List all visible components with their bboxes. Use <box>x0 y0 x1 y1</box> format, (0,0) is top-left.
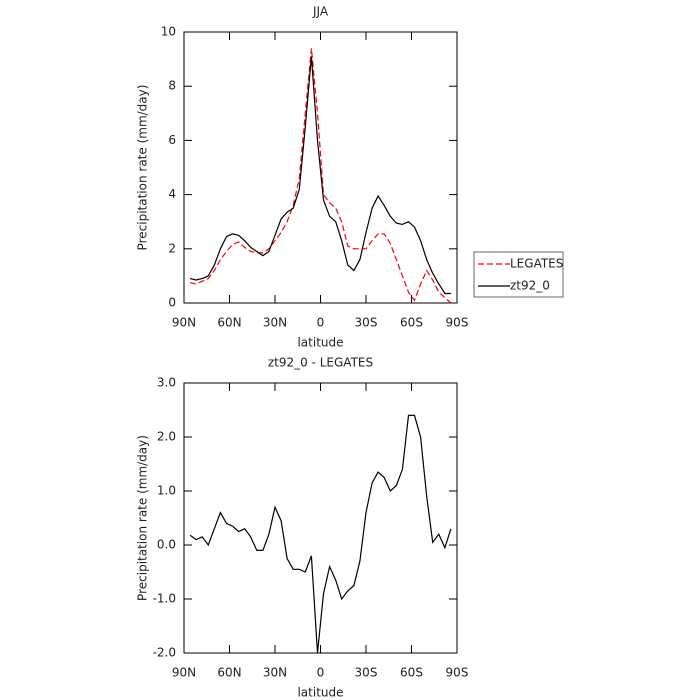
legend-box <box>473 251 564 298</box>
y-tick-label: 4 <box>168 187 176 201</box>
x-tick-label: 0 <box>317 666 325 680</box>
x-tick-label: 60S <box>400 666 423 680</box>
plot-frame <box>183 382 458 654</box>
y-tick-label: 10 <box>161 25 176 39</box>
x-tick-label: 0 <box>317 316 325 330</box>
x-tick-label: 60N <box>217 666 241 680</box>
x-axis-label: latitude <box>297 686 343 700</box>
y-tick-label: 2 <box>168 241 176 255</box>
y-tick-label: 8 <box>168 79 176 93</box>
x-tick-label: 90N <box>172 316 196 330</box>
x-tick-label: 30S <box>355 316 378 330</box>
y-tick-label: -1.0 <box>153 592 176 606</box>
legend-label: zt92_0 <box>510 279 550 293</box>
y-tick-label: 0 <box>168 296 176 310</box>
legend-label: LEGATES <box>510 257 563 271</box>
y-tick-label: 1.0 <box>157 484 176 498</box>
x-tick-label: 60N <box>217 316 241 330</box>
y-tick-label: 6 <box>168 133 176 147</box>
x-tick-label: 30N <box>263 666 287 680</box>
chart-title: zt92_0 - LEGATES <box>268 356 373 370</box>
x-tick-label: 90N <box>172 666 196 680</box>
x-tick-label: 90S <box>446 316 469 330</box>
y-tick-label: 0.0 <box>157 538 176 552</box>
y-axis-label: Precipitation rate (mm/day) <box>136 435 150 601</box>
x-tick-label: 30N <box>263 316 287 330</box>
series-line <box>189 56 451 295</box>
y-tick-label: 2.0 <box>157 430 176 444</box>
y-tick-label: 3.0 <box>157 376 176 390</box>
series-line <box>189 48 452 304</box>
series-line <box>189 414 452 654</box>
chart-title: JJA <box>312 5 329 19</box>
x-tick-label: 90S <box>446 666 469 680</box>
y-axis-label: Precipitation rate (mm/day) <box>136 85 150 251</box>
legend: LEGATES zt92_0 <box>473 251 564 298</box>
x-tick-label: 30S <box>355 666 378 680</box>
x-tick-label: 60S <box>400 316 423 330</box>
x-axis-label: latitude <box>297 336 343 350</box>
y-tick-label: -2.0 <box>153 646 176 660</box>
